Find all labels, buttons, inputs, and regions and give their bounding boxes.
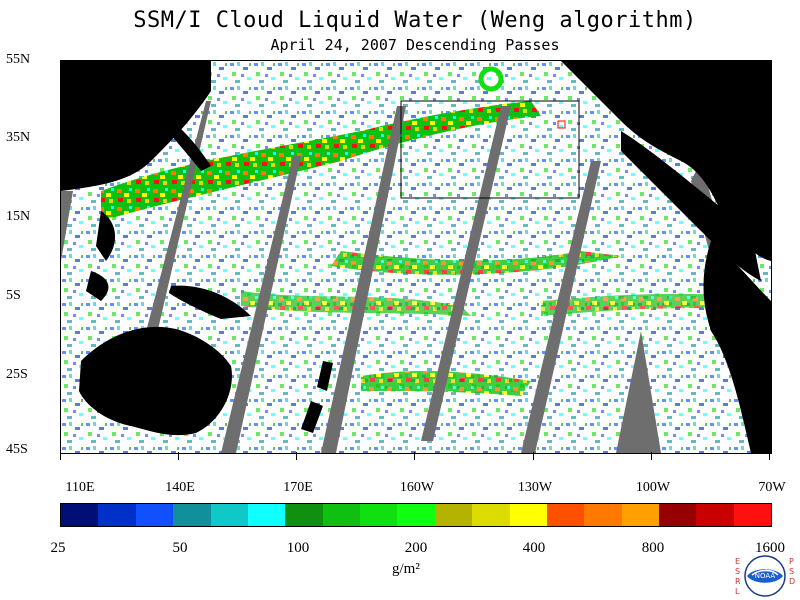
lat-label-55n: 55N: [6, 52, 31, 67]
colorbar-swatch: [360, 504, 398, 526]
lon-label-160w: 160W: [399, 480, 435, 495]
colorbar-swatch: [434, 504, 473, 526]
colorbar-swatch: [621, 504, 659, 526]
psd-letters: P S D: [789, 557, 796, 586]
colorbar-swatch: [285, 504, 323, 526]
colorbar-swatch: [472, 504, 510, 526]
colorbar-swatch: [322, 504, 360, 526]
colorbar-swatch: [98, 504, 136, 526]
colorbar-swatch: [135, 504, 174, 526]
storm-band-north-pacific: [101, 101, 541, 221]
colorbar-label: 25: [50, 540, 66, 556]
svg-text:NOAA: NOAA: [755, 572, 776, 580]
colorbar-swatch: [210, 504, 248, 526]
colorbar-label: 800: [641, 540, 665, 556]
map-subtitle: April 24, 2007 Descending Passes: [270, 36, 560, 54]
colorbar-swatch: [546, 504, 585, 526]
map-canvas: [61, 61, 771, 453]
lon-label-140e: 140E: [165, 480, 195, 495]
colorbar-swatch: [61, 504, 99, 526]
colorbar-swatch: [659, 504, 697, 526]
lat-label-35n: 35N: [6, 130, 31, 145]
colorbar-label: 200: [404, 540, 428, 556]
colorbar-swatch: [247, 504, 286, 526]
map-title: SSM/I Cloud Liquid Water (Weng algorithm…: [133, 8, 697, 33]
lon-label-130w: 130W: [517, 480, 553, 495]
colorbar-swatch: [696, 504, 734, 526]
lon-tick: [178, 452, 179, 460]
colorbar-swatch: [397, 504, 435, 526]
noaa-emblem-icon: NOAA: [744, 555, 786, 597]
region-box: [400, 100, 580, 199]
lon-tick: [60, 452, 61, 460]
lat-label-45s: 45S: [6, 442, 28, 457]
cloud-water-map: [60, 60, 772, 454]
lon-label-100w: 100W: [635, 480, 671, 495]
colorbar-label: 1600: [755, 540, 785, 556]
lon-label-170e: 170E: [283, 480, 313, 495]
colorbar-swatch: [173, 504, 211, 526]
lon-label-70w: 70W: [758, 480, 786, 495]
colorbar-swatch: [509, 504, 547, 526]
esrl-letters: E S R L: [735, 557, 741, 596]
lat-label-25s: 25S: [6, 367, 28, 382]
lon-label-110e: 110E: [65, 480, 95, 495]
lon-tick: [296, 452, 297, 460]
colorbar: [60, 503, 772, 527]
noaa-logo: E S R L NOAA P S D: [735, 553, 795, 599]
colorbar-swatch: [584, 504, 622, 526]
marker-box: [557, 120, 566, 129]
colorbar-label: 400: [522, 540, 546, 556]
colorbar-swatch: [733, 504, 772, 526]
lon-tick: [414, 452, 415, 460]
lat-label-5s: 5S: [6, 288, 21, 303]
colorbar-units: g/m²: [392, 561, 420, 577]
lon-tick: [769, 452, 770, 460]
cyclone-swirl: [478, 66, 504, 92]
lon-tick: [651, 452, 652, 460]
lon-tick: [533, 452, 534, 460]
colorbar-label: 50: [172, 540, 188, 556]
colorbar-label: 100: [286, 540, 310, 556]
land-masses: [61, 61, 771, 453]
lat-label-15n: 15N: [6, 209, 31, 224]
